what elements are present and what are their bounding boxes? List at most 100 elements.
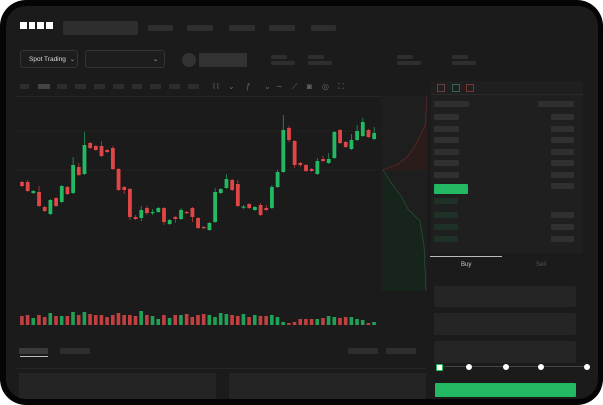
candle-body[interactable] bbox=[230, 180, 235, 190]
candle-body[interactable] bbox=[252, 207, 257, 210]
candle-body[interactable] bbox=[99, 146, 104, 156]
candle-body[interactable] bbox=[207, 223, 212, 230]
total-input[interactable] bbox=[434, 341, 576, 363]
line-icon[interactable]: ∼ bbox=[276, 82, 283, 91]
candle-body[interactable] bbox=[133, 217, 138, 219]
candle-body[interactable] bbox=[93, 146, 98, 150]
nav-item[interactable] bbox=[311, 25, 336, 31]
nav-item[interactable] bbox=[187, 25, 213, 31]
candle-body[interactable] bbox=[31, 191, 36, 193]
candle-body[interactable] bbox=[224, 179, 229, 188]
chart-type-icon[interactable]: ⌇⌇ bbox=[212, 82, 220, 91]
candle-body[interactable] bbox=[213, 192, 218, 222]
candle-body[interactable] bbox=[42, 207, 47, 211]
candle-body[interactable] bbox=[287, 128, 291, 140]
candle-body[interactable] bbox=[122, 187, 127, 190]
timeframe-button[interactable] bbox=[188, 84, 199, 89]
candle-body[interactable] bbox=[179, 210, 183, 219]
timeframe-button[interactable] bbox=[132, 84, 142, 89]
tab-buy[interactable]: Buy bbox=[461, 262, 472, 268]
chevron-down-icon[interactable]: ⌄ bbox=[264, 82, 271, 91]
candle-body[interactable] bbox=[71, 165, 76, 193]
candle-body[interactable] bbox=[275, 172, 280, 187]
candle-body[interactable] bbox=[321, 159, 325, 161]
candle-body[interactable] bbox=[37, 192, 41, 206]
timeframe-button[interactable] bbox=[113, 84, 124, 89]
candle-body[interactable] bbox=[184, 212, 189, 214]
indicator-icon[interactable]: ƒ bbox=[246, 82, 251, 91]
market-selector[interactable]: Spot Trading ⌄ bbox=[20, 50, 78, 68]
candle-body[interactable] bbox=[128, 189, 132, 217]
candle-body[interactable] bbox=[366, 130, 371, 137]
both-sides-icon[interactable] bbox=[437, 84, 445, 92]
candle-body[interactable] bbox=[218, 189, 223, 193]
candlestick-chart[interactable] bbox=[6, 6, 598, 399]
candle-body[interactable] bbox=[247, 204, 252, 208]
candle-body[interactable] bbox=[349, 140, 354, 149]
candle-body[interactable] bbox=[309, 169, 314, 171]
candle-body[interactable] bbox=[162, 208, 166, 222]
ruler-icon[interactable]: ⟋ bbox=[292, 82, 298, 91]
slider-stop[interactable] bbox=[584, 364, 590, 370]
pair-selector[interactable]: ⌄ bbox=[85, 50, 165, 68]
candle-body[interactable] bbox=[20, 182, 24, 186]
tab-sell[interactable]: Sell bbox=[536, 262, 547, 268]
candle-body[interactable] bbox=[270, 187, 274, 208]
chevron-down-icon[interactable]: ⌄ bbox=[228, 82, 235, 91]
candle-body[interactable] bbox=[332, 132, 337, 158]
candle-body[interactable] bbox=[173, 217, 178, 219]
candle-body[interactable] bbox=[167, 220, 172, 224]
candle-body[interactable] bbox=[338, 130, 342, 143]
candle-body[interactable] bbox=[65, 187, 70, 194]
candle-body[interactable] bbox=[196, 218, 200, 228]
timeframe-button[interactable] bbox=[150, 84, 161, 89]
candle-body[interactable] bbox=[105, 150, 110, 152]
candle-body[interactable] bbox=[48, 200, 53, 214]
candle-body[interactable] bbox=[82, 145, 87, 174]
timeframe-button[interactable] bbox=[75, 84, 86, 89]
bottom-action[interactable] bbox=[348, 348, 378, 354]
buy-button[interactable] bbox=[435, 383, 576, 397]
candle-body[interactable] bbox=[76, 167, 81, 175]
timeframe-button[interactable] bbox=[94, 84, 105, 89]
candle-body[interactable] bbox=[281, 130, 286, 172]
candle-body[interactable] bbox=[110, 148, 115, 169]
candle-body[interactable] bbox=[156, 208, 161, 212]
bottom-action[interactable] bbox=[386, 348, 416, 354]
nav-item[interactable] bbox=[229, 25, 255, 31]
candle-body[interactable] bbox=[116, 169, 121, 190]
asks-only-icon[interactable] bbox=[466, 84, 474, 92]
fullscreen-icon[interactable]: ⛶ bbox=[338, 82, 344, 91]
okx-logo[interactable] bbox=[20, 22, 53, 29]
candle-body[interactable] bbox=[315, 161, 320, 174]
camera-icon[interactable]: ◙ bbox=[307, 82, 312, 91]
candle-body[interactable] bbox=[360, 122, 365, 136]
bottom-tab[interactable] bbox=[60, 348, 90, 354]
candle-body[interactable] bbox=[235, 184, 240, 206]
nav-item[interactable] bbox=[148, 25, 173, 31]
slider-stop[interactable] bbox=[466, 364, 472, 370]
candle-body[interactable] bbox=[355, 131, 360, 140]
leverage-slider-track[interactable] bbox=[438, 366, 588, 367]
slider-stop[interactable] bbox=[503, 364, 509, 370]
candle-body[interactable] bbox=[292, 141, 297, 165]
nav-item[interactable] bbox=[269, 25, 295, 31]
candle-body[interactable] bbox=[298, 163, 303, 165]
timeframe-button[interactable] bbox=[57, 84, 67, 89]
amount-input[interactable] bbox=[434, 313, 576, 335]
settings-icon[interactable]: ◎ bbox=[322, 82, 329, 91]
candle-body[interactable] bbox=[201, 227, 206, 229]
candle-body[interactable] bbox=[190, 208, 195, 217]
candle-body[interactable] bbox=[343, 142, 348, 147]
bottom-tab-active[interactable] bbox=[19, 348, 48, 354]
bids-only-icon[interactable] bbox=[452, 84, 460, 92]
candle-body[interactable] bbox=[59, 186, 64, 202]
candle-body[interactable] bbox=[25, 182, 30, 191]
timeframe-button[interactable] bbox=[38, 84, 50, 89]
timeframe-button[interactable] bbox=[20, 84, 29, 89]
candle-body[interactable] bbox=[88, 143, 93, 148]
timeframe-button[interactable] bbox=[169, 84, 180, 89]
candle-body[interactable] bbox=[326, 159, 331, 163]
nav-placeholder[interactable] bbox=[63, 21, 138, 35]
candle-body[interactable] bbox=[372, 133, 377, 139]
